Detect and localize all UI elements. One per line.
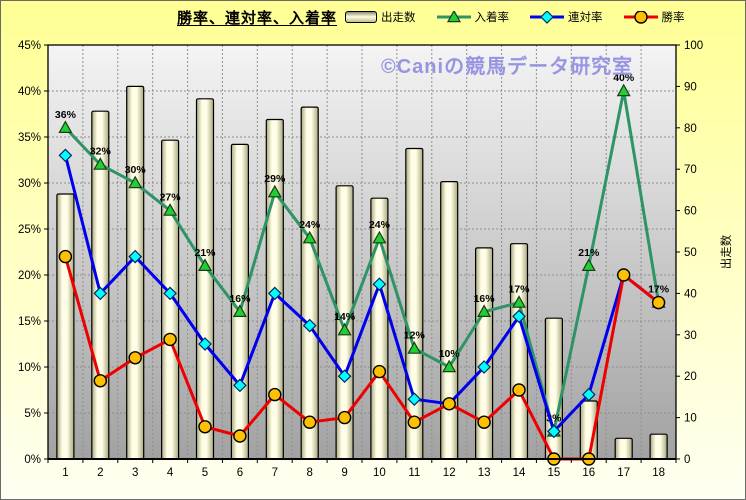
svg-text:3: 3 [132,467,138,479]
svg-text:13: 13 [478,467,491,479]
svg-text:11: 11 [408,467,420,479]
bar [300,106,319,460]
data-label: 27% [160,192,182,204]
svg-text:10: 10 [373,467,386,479]
data-label: 17% [508,284,530,296]
svg-text:16: 16 [582,467,595,479]
svg-text:12: 12 [443,467,456,479]
svg-text:100: 100 [684,40,703,52]
svg-text:45%: 45% [18,40,41,52]
bar [440,181,459,460]
legend-triangle-marker-icon [436,10,471,22]
legend-label: 入着率 [474,12,510,24]
svg-text:0%: 0% [24,454,41,466]
svg-text:20: 20 [684,371,697,383]
data-label: 16% [474,293,496,305]
svg-text:30%: 30% [18,178,41,190]
svg-text:1: 1 [62,467,68,479]
data-label: 24% [369,219,391,231]
svg-text:6: 6 [237,467,243,479]
legend-circle-marker-icon [623,10,658,24]
bar [509,243,529,460]
svg-text:30: 30 [684,330,697,342]
right-axis-title: 出走数 [719,234,733,269]
svg-text:35%: 35% [18,132,41,144]
data-label: 12% [404,330,426,342]
svg-text:10: 10 [684,413,697,425]
svg-text:8: 8 [306,467,312,479]
legend-label: 連対率 [568,12,603,24]
data-label: 21% [194,247,216,259]
series-quinella [58,148,666,439]
svg-text:7: 7 [272,467,278,479]
chart-title: 勝率、連対率、入着率 [177,10,338,27]
svg-text:25%: 25% [18,224,41,236]
svg-text:70: 70 [684,164,697,176]
svg-text:40%: 40% [18,86,41,98]
svg-text:18: 18 [652,467,665,479]
svg-text:10%: 10% [18,362,41,374]
data-label: 30% [125,164,147,176]
data-label: 40% [613,72,635,84]
svg-text:15: 15 [548,467,561,479]
svg-text:14: 14 [513,467,526,479]
legend-item-win: 勝率 [623,9,685,25]
legend-item-starts: 出走数 [345,9,416,25]
svg-text:40: 40 [684,288,697,300]
legend-bar-swatch [345,11,377,23]
bar [614,437,633,460]
svg-text:5: 5 [202,467,208,479]
data-label: 14% [334,311,356,323]
data-label: 21% [578,247,600,259]
bar [126,85,145,460]
svg-text:20%: 20% [18,270,41,282]
bar [56,193,75,460]
data-label: 24% [299,219,321,231]
svg-text:4: 4 [167,467,174,479]
bar [649,433,668,460]
data-label: 17% [648,284,670,296]
svg-text:9: 9 [341,467,347,479]
svg-text:15%: 15% [18,316,41,328]
legend-item-place: 入着率 [436,9,510,25]
data-label: 16% [229,293,251,305]
svg-text:2: 2 [97,467,103,479]
legend-diamond-marker-icon [530,10,564,24]
legend-label: 勝率 [661,12,685,24]
svg-text:50: 50 [684,247,697,259]
axis-tick-labels: 0% 5% 10% 15% 20% 25% 30% 35% 40% 45% 0 10 20 30 40 50 6… [18,40,703,479]
svg-text:80: 80 [684,123,697,135]
data-label: 29% [264,173,286,185]
svg-text:0: 0 [684,454,690,466]
legend-label: 出走数 [381,12,416,24]
legend: 出走数 入着率 連対率 勝率 [345,9,685,25]
axis-ticks [44,44,680,463]
data-label: 32% [90,146,112,158]
svg-text:90: 90 [684,81,697,93]
data-label: 36% [55,109,77,121]
legend-item-quinella: 連対率 [530,9,603,25]
svg-text:60: 60 [684,206,697,218]
data-label: 10% [439,348,461,360]
bar [195,98,215,460]
svg-text:17: 17 [617,467,630,479]
svg-text:5%: 5% [24,408,41,420]
